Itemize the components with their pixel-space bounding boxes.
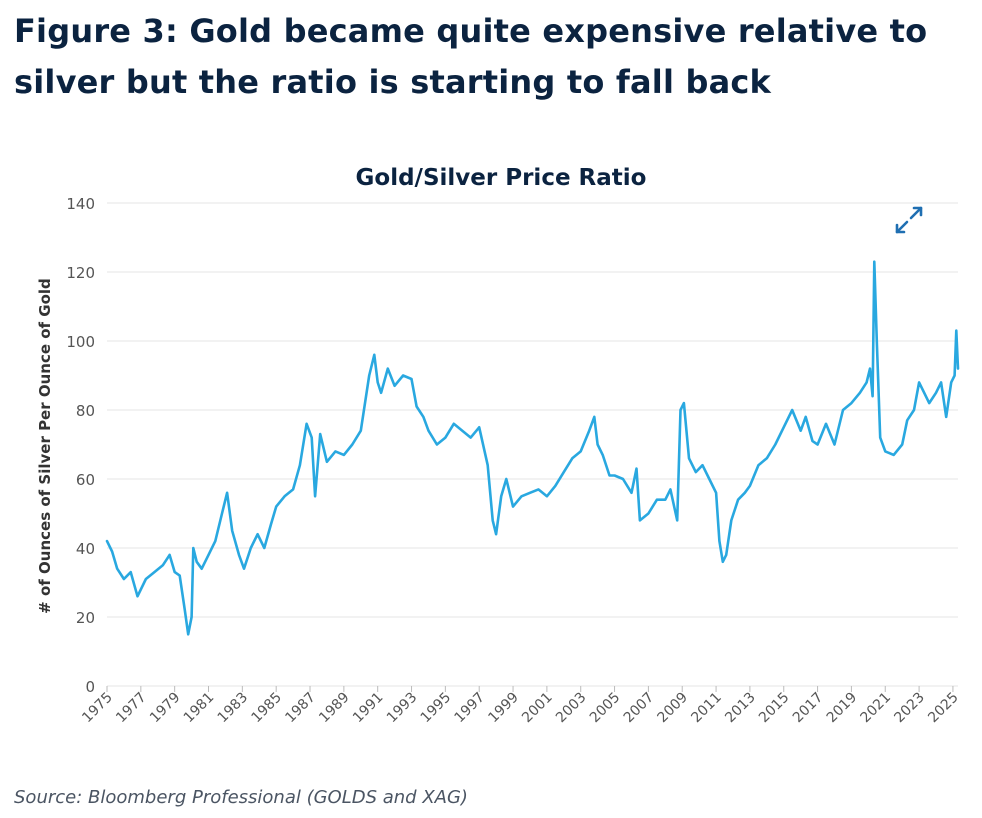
x-tick-label: 1981 [181,690,218,727]
y-tick-label: 100 [66,333,95,351]
y-tick-label: 80 [76,402,95,420]
x-tick-label: 1985 [248,690,285,727]
y-tick-label: 60 [76,471,95,489]
x-tick-label: 2009 [655,690,692,727]
x-tick-label: 1991 [350,690,387,727]
chart-title: Gold/Silver Price Ratio [356,165,647,191]
x-tick-label: 2025 [925,690,962,727]
x-tick-label: 2007 [621,690,658,727]
x-tick-label: 2023 [891,690,928,727]
gold-silver-ratio-chart: Gold/Silver Price Ratio 0 20 40 60 80 100 120 1… [36,165,962,727]
x-tick-label: 2011 [688,690,725,727]
x-tick-label: 2019 [824,690,861,727]
x-tick-label: 1993 [384,690,421,727]
x-axis-ticks: 1975197719791981198319851987198919911993… [79,686,962,727]
x-tick-label: 1995 [418,690,455,727]
y-tick-label: 0 [85,678,95,696]
figure-title: Figure 3: Gold became quite expensive re… [14,12,928,101]
x-tick-label: 2001 [519,690,556,727]
x-tick-label: 2013 [722,690,759,727]
x-tick-label: 2015 [756,690,793,727]
x-tick-label: 2005 [587,690,624,727]
x-tick-label: 1977 [113,690,150,727]
y-tick-label: 20 [76,609,95,627]
expand-arrows-icon[interactable] [895,206,923,234]
x-tick-label: 1989 [316,690,353,727]
x-tick-label: 1997 [452,690,489,727]
data-series [105,260,960,636]
y-tick-label: 140 [66,195,95,213]
x-tick-label: 1983 [215,690,252,727]
source-note: Source: Bloomberg Professional (GOLDS an… [14,787,468,808]
y-axis-label: # of Ounces of Silver Per Ounce of Gold [36,278,54,614]
x-tick-label: 1999 [485,690,522,727]
y-axis-ticks: 0 20 40 60 80 100 120 140 [66,195,95,696]
x-tick-label: 2003 [553,690,590,727]
x-tick-label: 1987 [282,690,319,727]
y-tick-label: 40 [76,540,95,558]
x-tick-label: 1979 [147,690,184,727]
x-tick-label: 2021 [858,690,895,727]
y-tick-label: 120 [66,264,95,282]
x-tick-label: 2017 [790,690,827,727]
gridlines [107,202,958,687]
series-line-0 [105,260,960,636]
